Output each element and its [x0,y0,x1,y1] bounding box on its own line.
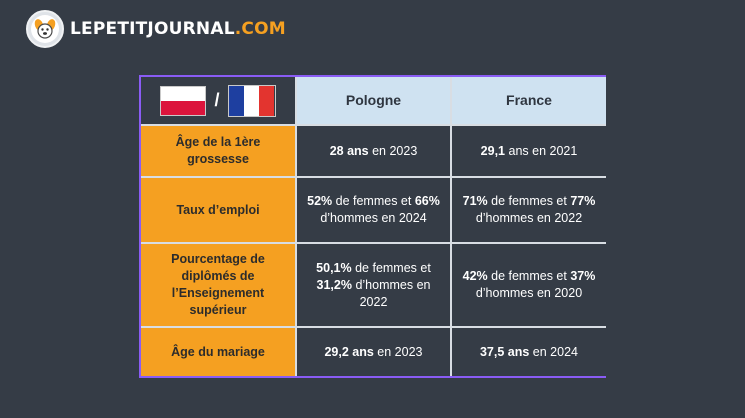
site-logo[interactable]: LEPETITJOURNAL.COM [26,10,286,48]
logo-suffix: .COM [234,19,286,39]
value-figure: 31,2% [316,277,352,292]
value-figure: 29,1 [480,143,506,158]
row-label: Taux d’emploi [141,176,297,244]
cell-france: 71% de femmes et 77% d’hommes en 2022 [450,176,606,244]
value-text: d’hommes en 2024 [320,211,427,225]
cell-pologne: 28 ans en 2023 [295,124,452,178]
dog-face-icon [26,10,64,48]
value-text: d’hommes en 2020 [475,286,583,300]
value-text: d’hommes en 2022 [475,211,583,225]
value-text: ans en 2021 [505,143,578,158]
value-figure: 42% [462,269,488,283]
column-header-france: France [450,77,606,126]
value-text: de femmes et [487,269,571,283]
value-figure: 50,1% [316,260,352,275]
flags-header-cell: / [141,77,297,126]
value-text: en 2024 [529,344,578,359]
row-label: Âge du mariage [141,326,297,376]
row-label: Âge de la 1ère grossesse [141,124,297,178]
value-figure: 71% [462,194,488,208]
value-figure: 37,5 ans [479,344,530,359]
cell-france: 37,5 ans en 2024 [450,326,606,376]
cell-pologne: 50,1% de femmes et 31,2% d’hommes en 202… [295,242,452,328]
cell-pologne: 29,2 ans en 2023 [295,326,452,376]
logo-text: LEPETITJOURNAL.COM [70,19,286,39]
cell-france: 29,1 ans en 2021 [450,124,606,178]
column-header-pologne: Pologne [295,77,452,126]
value-text: d’hommes en 2022 [351,277,431,309]
value-figure: 52% [307,194,333,208]
comparison-table: / Pologne France Âge de la 1ère grossess… [141,77,606,376]
flag-separator: / [214,90,220,110]
table-row: Taux d’emploi 52% de femmes et 66% d’hom… [141,176,606,244]
value-text: en 2023 [373,344,423,359]
value-text: de femmes et [332,194,415,208]
logo-name: LEPETITJOURNAL [70,19,235,39]
value-text: de femmes et [351,260,431,275]
poland-flag-icon [160,85,207,116]
table-header-row: / Pologne France [141,77,606,126]
value-text: en 2023 [368,143,418,158]
comparison-table-frame: / Pologne France Âge de la 1ère grossess… [139,75,606,378]
value-figure: 29,2 ans [324,344,374,359]
table-row: Pourcentage de diplômés de l’Enseignemen… [141,242,606,328]
cell-pologne: 52% de femmes et 66% d’hommes en 2024 [295,176,452,244]
value-figure: 28 ans [329,143,369,158]
value-figure: 77% [570,194,596,208]
table-row: Âge de la 1ère grossesse 28 ans en 2023 … [141,124,606,178]
row-label: Pourcentage de diplômés de l’Enseignemen… [141,242,297,328]
table-row: Âge du mariage 29,2 ans en 2023 37,5 ans… [141,326,606,376]
cell-france: 42% de femmes et 37% d’hommes en 2020 [450,242,606,328]
value-text: de femmes et [487,194,571,208]
value-figure: 66% [414,194,440,208]
value-figure: 37% [570,269,596,283]
france-flag-icon [227,84,276,117]
